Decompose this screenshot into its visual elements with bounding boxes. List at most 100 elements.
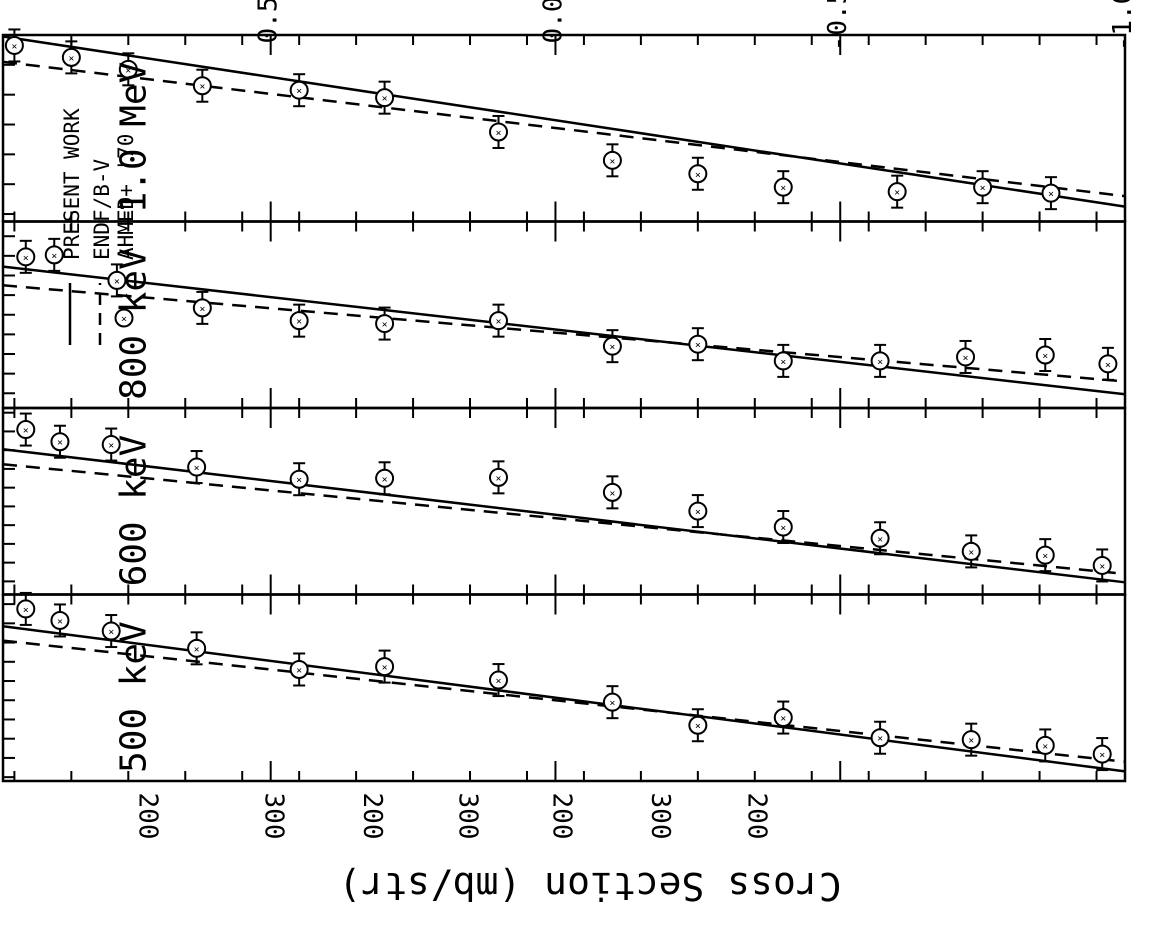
data-x-mark: × [980, 183, 986, 194]
data-x-mark: × [194, 644, 200, 655]
data-point: × [688, 327, 708, 362]
data-circle [489, 670, 509, 690]
data-x-mark: × [11, 41, 17, 52]
data-circle [773, 351, 793, 371]
data-point: × [961, 722, 981, 757]
data-point: × [1092, 737, 1112, 772]
present-work-curve [2, 624, 1126, 773]
data-x-mark: × [194, 463, 200, 474]
data-point: × [375, 80, 395, 115]
data-circle [870, 728, 890, 748]
data-x-mark: × [23, 605, 29, 616]
panel-label: 600 keV [113, 435, 154, 587]
data-point: × [773, 170, 793, 205]
data-circle [192, 298, 212, 318]
data-x-mark: × [199, 304, 205, 315]
data-x-mark: × [125, 65, 131, 76]
panel-label: 500 keV [113, 621, 154, 773]
y-tick-label: 200 [546, 793, 576, 840]
data-point: × [489, 303, 509, 338]
legend-x-mark: × [121, 314, 127, 325]
data-x-mark: × [51, 251, 57, 262]
legend-label: ENDF/B-V [90, 158, 114, 260]
x-tick-label: 0.0 [538, 0, 568, 43]
data-circle [1098, 354, 1118, 374]
data-circle [118, 59, 138, 79]
data-point: × [61, 40, 81, 75]
data-point: × [602, 685, 622, 720]
data-point: × [16, 239, 36, 274]
legend-entry-ahmed: × AHMED+ '70 [114, 134, 138, 328]
data-circle [688, 334, 708, 354]
data-point: × [1035, 538, 1055, 573]
data-x-mark: × [382, 663, 388, 674]
data-x-mark: × [963, 353, 969, 364]
data-x-mark: × [108, 441, 114, 452]
data-circle [1092, 555, 1112, 575]
data-x-mark: × [382, 94, 388, 105]
y-tick-label: 300 [453, 793, 483, 840]
data-point: × [961, 534, 981, 569]
data-x-mark: × [695, 507, 701, 518]
data-x-mark: × [199, 82, 205, 93]
data-circle [192, 76, 212, 96]
data-point: × [773, 343, 793, 378]
data-x-mark: × [609, 698, 615, 709]
data-x-mark: × [877, 534, 883, 545]
data-x-mark: × [1042, 551, 1048, 562]
data-point: × [973, 170, 993, 205]
data-point: × [489, 663, 509, 698]
data-circle [688, 715, 708, 735]
legend-circle-icon [114, 308, 134, 328]
data-circle [289, 659, 309, 679]
data-x-mark: × [695, 170, 701, 181]
data-point: × [101, 427, 121, 462]
data-circle [187, 457, 207, 477]
data-point: × [688, 494, 708, 529]
data-point: × [375, 461, 395, 496]
data-point: × [101, 614, 121, 649]
data-circle [375, 657, 395, 677]
data-point: × [289, 462, 309, 497]
data-circle [773, 517, 793, 537]
data-x-mark: × [780, 357, 786, 368]
data-point: × [688, 156, 708, 191]
data-circle [870, 351, 890, 371]
data-x-mark: × [296, 475, 302, 486]
data-circle [956, 347, 976, 367]
data-point: × [773, 510, 793, 545]
data-circle [870, 528, 890, 548]
data-x-mark: × [780, 714, 786, 725]
data-x-mark: × [495, 676, 501, 687]
data-circle [16, 247, 36, 267]
data-circle [101, 435, 121, 455]
data-point: × [1035, 337, 1055, 372]
data-circle [489, 467, 509, 487]
legend-entry-endf: ENDF/B-V [90, 158, 114, 345]
data-circle [602, 692, 622, 712]
data-circle [44, 245, 64, 265]
data-circle [101, 621, 121, 641]
data-point: × [375, 649, 395, 684]
data-x-mark: × [968, 736, 974, 747]
data-x-mark: × [114, 276, 120, 287]
data-point: × [602, 329, 622, 364]
data-point: × [1098, 346, 1118, 381]
data-x-mark: × [1099, 750, 1105, 761]
data-point: × [956, 339, 976, 374]
y-tick-label: 300 [645, 793, 675, 840]
data-point: × [107, 263, 127, 298]
data-point: × [289, 652, 309, 687]
data-circle [1035, 545, 1055, 565]
panel-frame [1, 406, 1127, 596]
data-x-mark: × [495, 128, 501, 139]
x-tick-label: -1.0 [1108, 0, 1138, 51]
data-x-mark: × [894, 188, 900, 199]
data-circle [688, 501, 708, 521]
y-tick-label: 200 [741, 793, 771, 840]
legend: PRESENT WORK ENDF/B-V × AHMED+ '70 [60, 108, 138, 345]
data-point: × [602, 475, 622, 510]
data-point: × [1092, 548, 1112, 583]
data-point: × [187, 631, 207, 666]
